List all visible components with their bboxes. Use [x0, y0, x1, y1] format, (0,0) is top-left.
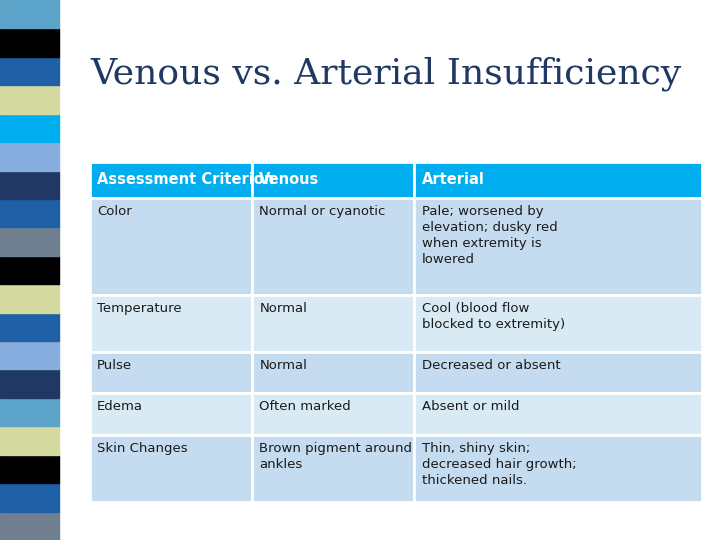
Text: Decreased or absent: Decreased or absent [422, 359, 560, 372]
Text: Normal or cyanotic: Normal or cyanotic [259, 205, 386, 218]
Text: Venous: Venous [259, 172, 320, 187]
Text: Edema: Edema [97, 400, 143, 414]
Text: Thin, shiny skin;
decreased hair growth;
thickened nails.: Thin, shiny skin; decreased hair growth;… [422, 442, 576, 487]
Text: Skin Changes: Skin Changes [97, 442, 188, 455]
Text: Pale; worsened by
elevation; dusky red
when extremity is
lowered: Pale; worsened by elevation; dusky red w… [422, 205, 557, 266]
Text: Venous vs. Arterial Insufficiency: Venous vs. Arterial Insufficiency [90, 57, 681, 91]
Text: Normal: Normal [259, 302, 307, 315]
Text: Color: Color [97, 205, 132, 218]
Text: Brown pigment around
ankles: Brown pigment around ankles [259, 442, 413, 471]
Text: Cool (blood flow
blocked to extremity): Cool (blood flow blocked to extremity) [422, 302, 564, 331]
Text: Pulse: Pulse [97, 359, 132, 372]
Text: Absent or mild: Absent or mild [422, 400, 519, 414]
Text: Often marked: Often marked [259, 400, 351, 414]
Text: Temperature: Temperature [97, 302, 182, 315]
Text: Normal: Normal [259, 359, 307, 372]
Text: Arterial: Arterial [422, 172, 485, 187]
Text: Assessment Criterion: Assessment Criterion [97, 172, 274, 187]
